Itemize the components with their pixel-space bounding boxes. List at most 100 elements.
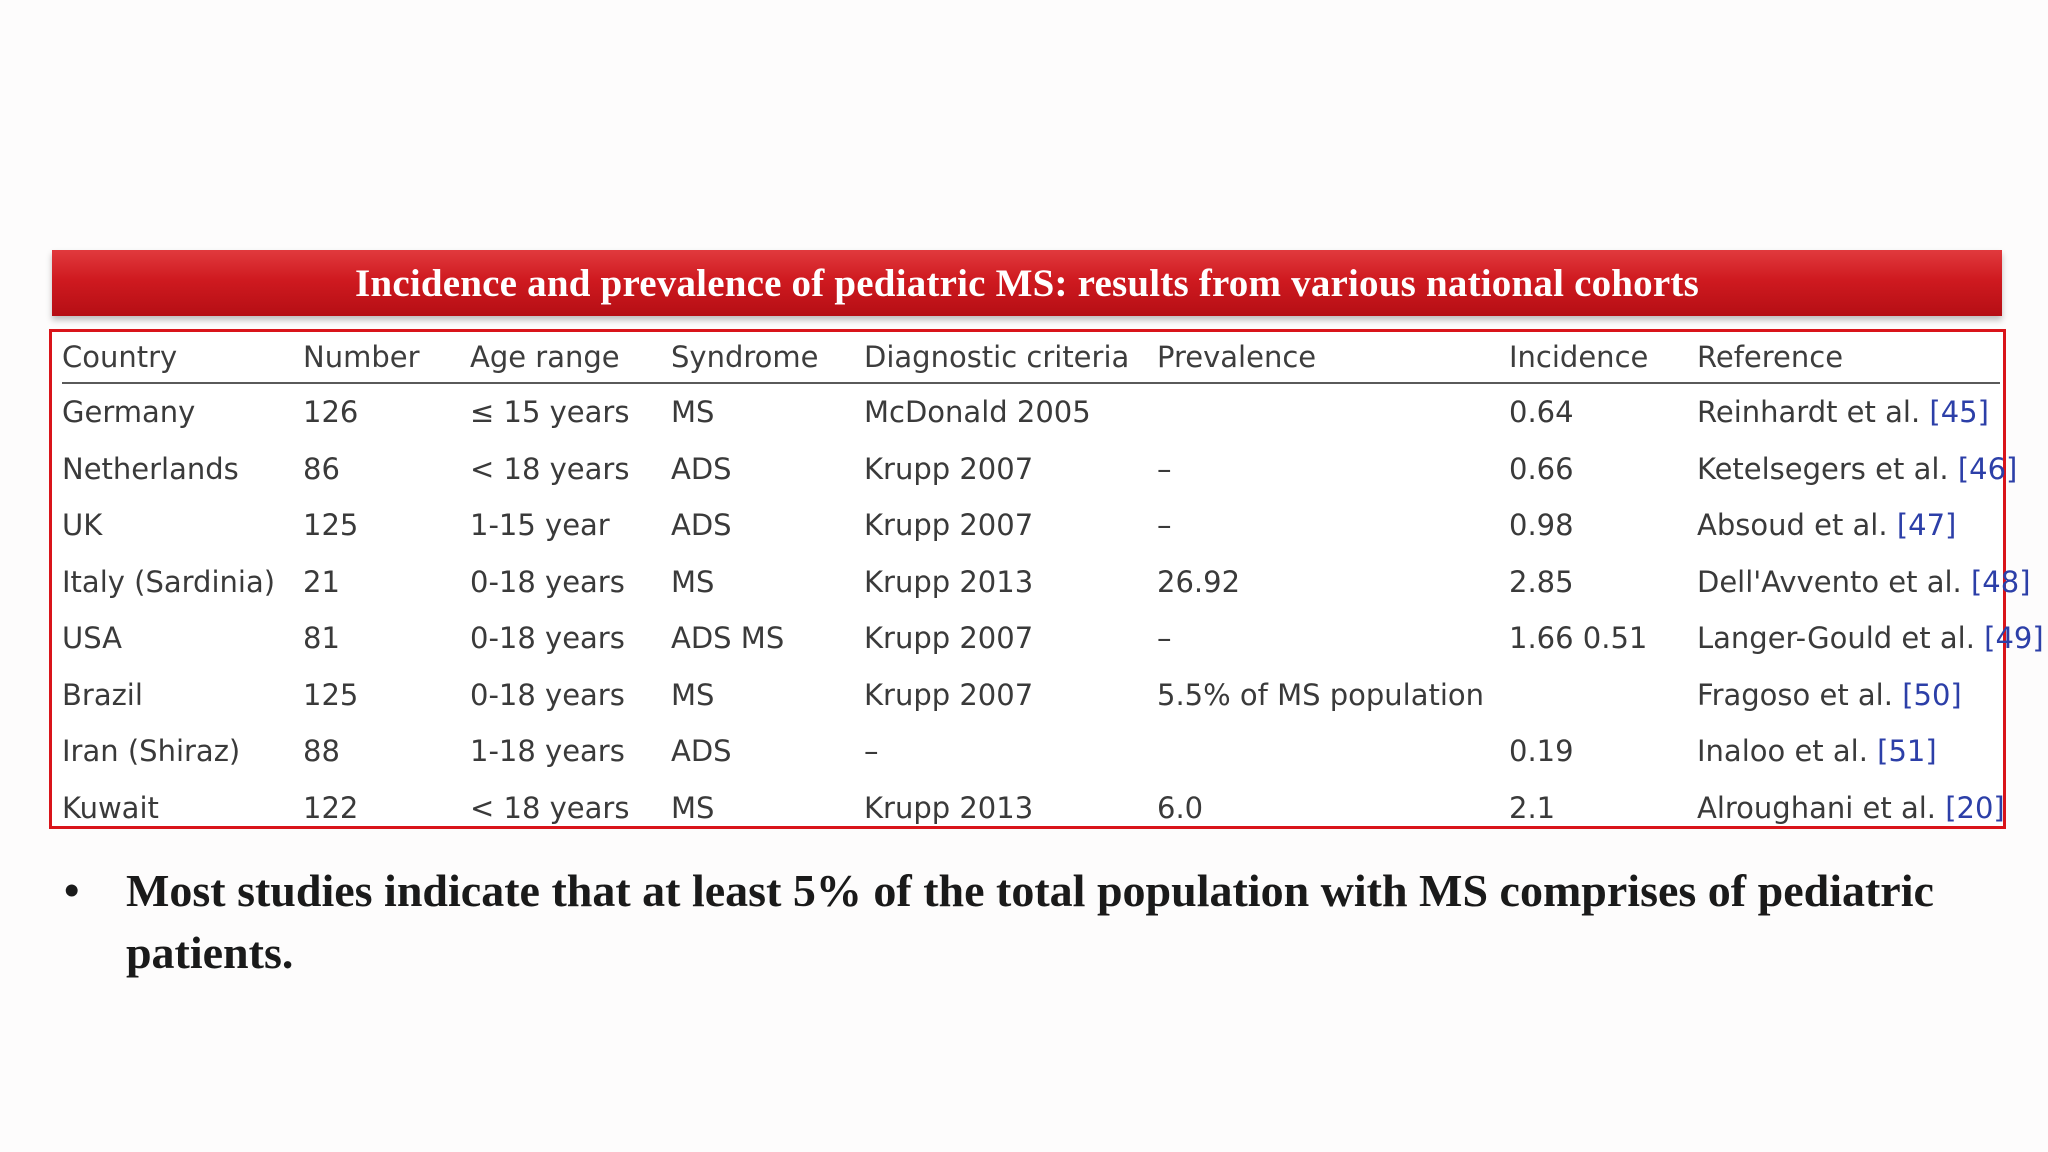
cell-prevalence: 26.92 (1157, 564, 1241, 599)
cell-number: 88 (303, 734, 340, 769)
cell-syndrome: MS (671, 564, 715, 599)
cell-diagnostic-criteria: Krupp 2013 (864, 564, 1034, 599)
cell-diagnostic-criteria: – (864, 734, 879, 769)
table-row: USA 81 0-18 years ADS MS Krupp 2007 – 1.… (62, 610, 2044, 667)
cell-country: Italy (Sardinia) (62, 564, 276, 599)
cell-prevalence (1157, 723, 1509, 780)
reference-author: Dell'Avvento et al. (1697, 564, 1971, 599)
cell-age-range: 0-18 years (470, 621, 625, 656)
cell-country: UK (62, 508, 103, 543)
cell-country: Iran (Shiraz) (62, 734, 241, 769)
cell-incidence: 2.85 (1509, 564, 1574, 599)
cell-country: Netherlands (62, 451, 239, 486)
cell-country: USA (62, 621, 123, 656)
cell-diagnostic-criteria: Krupp 2007 (864, 451, 1034, 486)
cell-diagnostic-criteria: McDonald 2005 (864, 395, 1091, 430)
reference-author: Alroughani et al. (1697, 790, 1946, 825)
cell-incidence (1509, 667, 1697, 724)
cell-reference: Ketelsegers et al. [46] (1697, 441, 2017, 498)
cell-number: 125 (303, 508, 359, 543)
reference-author: Langer-Gould et al. (1697, 621, 1985, 656)
cell-reference: Dell'Avvento et al. [48] (1697, 554, 2031, 611)
cell-reference: Fragoso et al. [50] (1697, 667, 2000, 724)
cell-number: 81 (303, 621, 340, 656)
cell-prevalence: – (1157, 621, 1172, 656)
cell-age-range: 0-18 years (470, 564, 625, 599)
cell-syndrome: ADS (671, 451, 732, 486)
reference-link[interactable]: [51] (1877, 734, 1937, 769)
bullet-marker: • (64, 866, 80, 915)
table-header-row: Country Number Age range Syndrome Diagno… (62, 332, 2000, 384)
cell-syndrome: MS (671, 677, 715, 712)
reference-author: Absoud et al. (1697, 508, 1897, 543)
cell-incidence: 1.66 0.51 (1509, 621, 1648, 656)
table-row: Iran (Shiraz) 88 1-18 years ADS – 0.19 I… (62, 723, 2000, 780)
column-header-age-range: Age range (470, 332, 671, 384)
column-header-country: Country (62, 332, 303, 384)
column-header-incidence: Incidence (1509, 332, 1697, 384)
cell-prevalence: – (1157, 451, 1172, 486)
cell-syndrome: MS (671, 395, 715, 430)
cell-incidence: 2.1 (1509, 790, 1556, 825)
cell-reference: Langer-Gould et al. [49] (1697, 610, 2044, 667)
reference-link[interactable]: [46] (1957, 451, 2018, 486)
cell-country: Germany (62, 395, 196, 430)
reference-link[interactable]: [47] (1896, 508, 1957, 543)
column-header-prevalence: Prevalence (1157, 332, 1509, 384)
cell-number: 86 (303, 451, 340, 486)
cell-number: 21 (303, 564, 340, 599)
cell-incidence: 0.98 (1509, 508, 1574, 543)
reference-link[interactable]: [45] (1929, 395, 1989, 430)
cell-prevalence: 5.5% of MS population (1157, 677, 1485, 712)
title-banner: Incidence and prevalence of pediatric MS… (52, 250, 2002, 316)
reference-author: Fragoso et al. (1697, 677, 1903, 712)
cell-age-range: 0-18 years (470, 677, 625, 712)
cell-number: 125 (303, 677, 359, 712)
slide-title: Incidence and prevalence of pediatric MS… (355, 261, 1699, 305)
cell-country: Brazil (62, 677, 143, 712)
cell-prevalence: 6.0 (1157, 790, 1204, 825)
column-header-syndrome: Syndrome (671, 332, 864, 384)
cell-reference: Reinhardt et al. [45] (1697, 383, 2000, 441)
cell-diagnostic-criteria: Krupp 2007 (864, 508, 1034, 543)
cell-diagnostic-criteria: Krupp 2007 (864, 677, 1034, 712)
cell-reference: Absoud et al. [47] (1697, 497, 2000, 554)
cell-age-range: < 18 years (470, 451, 630, 486)
reference-link[interactable]: [50] (1902, 677, 1962, 712)
reference-link[interactable]: [49] (1984, 621, 2044, 656)
cell-number: 126 (303, 395, 359, 430)
reference-author: Reinhardt et al. (1697, 395, 1930, 430)
cell-incidence: 0.19 (1509, 734, 1574, 769)
table-row: Germany 126 ≤ 15 years MS McDonald 2005 … (62, 383, 2000, 441)
cell-reference: Alroughani et al. [20] (1697, 780, 2005, 837)
cell-syndrome: ADS (671, 734, 732, 769)
cell-age-range: < 18 years (470, 790, 630, 825)
reference-link[interactable]: [48] (1970, 564, 2031, 599)
table-row: Italy (Sardinia) 21 0-18 years MS Krupp … (62, 554, 2031, 611)
cell-age-range: 1-15 year (470, 508, 610, 543)
table-row: Netherlands 86 < 18 years ADS Krupp 2007… (62, 441, 2017, 498)
cell-prevalence: – (1157, 508, 1172, 543)
column-header-diagnostic-criteria: Diagnostic criteria (864, 332, 1157, 384)
cohort-table: Country Number Age range Syndrome Diagno… (62, 332, 2044, 837)
cell-syndrome: ADS (671, 508, 732, 543)
cell-incidence: 0.66 (1509, 451, 1574, 486)
table-row: Kuwait 122 < 18 years MS Krupp 2013 6.0 … (62, 780, 2005, 837)
column-header-number: Number (303, 332, 470, 384)
bullet-list: • Most studies indicate that at least 5%… (64, 860, 1964, 984)
cell-syndrome: ADS MS (671, 621, 785, 656)
cell-incidence: 0.64 (1509, 395, 1574, 430)
table-row: UK 125 1-15 year ADS Krupp 2007 – 0.98 A… (62, 497, 2000, 554)
cell-age-range: 1-18 years (470, 734, 625, 769)
cell-diagnostic-criteria: Krupp 2013 (864, 790, 1034, 825)
cohort-table-frame: Country Number Age range Syndrome Diagno… (49, 329, 2044, 829)
table-row: Brazil 125 0-18 years MS Krupp 2007 5.5%… (62, 667, 2000, 724)
reference-link[interactable]: [20] (1945, 790, 2005, 825)
cell-syndrome: MS (671, 790, 715, 825)
column-header-reference: Reference (1697, 332, 2000, 384)
cell-country: Kuwait (62, 790, 159, 825)
cell-number: 122 (303, 790, 359, 825)
bullet-item: • Most studies indicate that at least 5%… (64, 860, 1964, 984)
cell-diagnostic-criteria: Krupp 2007 (864, 621, 1034, 656)
